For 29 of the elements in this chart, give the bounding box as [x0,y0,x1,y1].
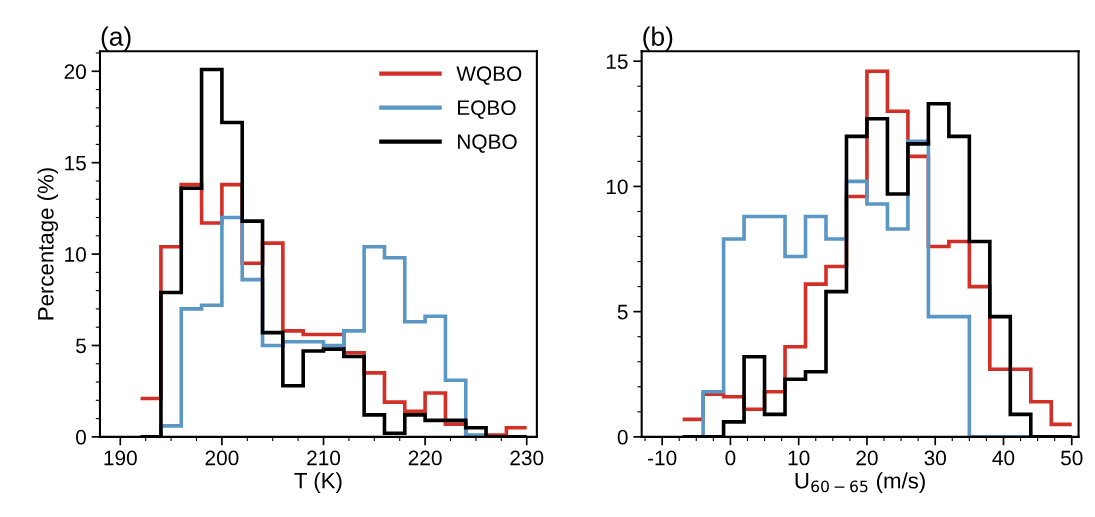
legend-label: NQBO [458,134,517,153]
x-tick-label: 10 [788,450,810,466]
legend-label: WQBO [456,66,522,85]
x-tick-label: 210 [307,450,341,466]
x-tick-label: 20 [856,450,878,466]
y-tick-label: 0 [76,429,86,445]
y-tick-label: 10 [65,247,86,262]
y-tick-label: 5 [617,304,628,320]
y-tick-label: 5 [76,338,86,354]
x-tick-label: -10 [648,450,677,466]
x-tick-label: 0 [725,450,736,466]
x-tick-label: 220 [408,450,442,466]
y-tick-label: 20 [64,64,86,80]
y-tick-label: 10 [606,179,628,195]
y-tick-label: 15 [606,54,628,69]
y-tick-label: 15 [65,155,86,171]
x-axis-title: T (K) [294,472,342,493]
chart-title: (a) [101,26,131,52]
x-tick-label: 30 [924,450,946,466]
x-axis-title: U$_{60−65}$ (m/s) [795,472,925,493]
x-tick-label: 50 [1061,450,1083,466]
y-tick-label: 0 [617,429,628,445]
y-axis-title: Percentage (%) [37,168,59,320]
x-tick-label: 230 [510,450,544,466]
x-tick-label: 190 [104,450,137,466]
legend-label: EQBO [458,100,516,119]
chart-title: (b) [643,26,673,52]
x-tick-label: 200 [205,450,239,466]
x-tick-label: 40 [992,450,1015,466]
